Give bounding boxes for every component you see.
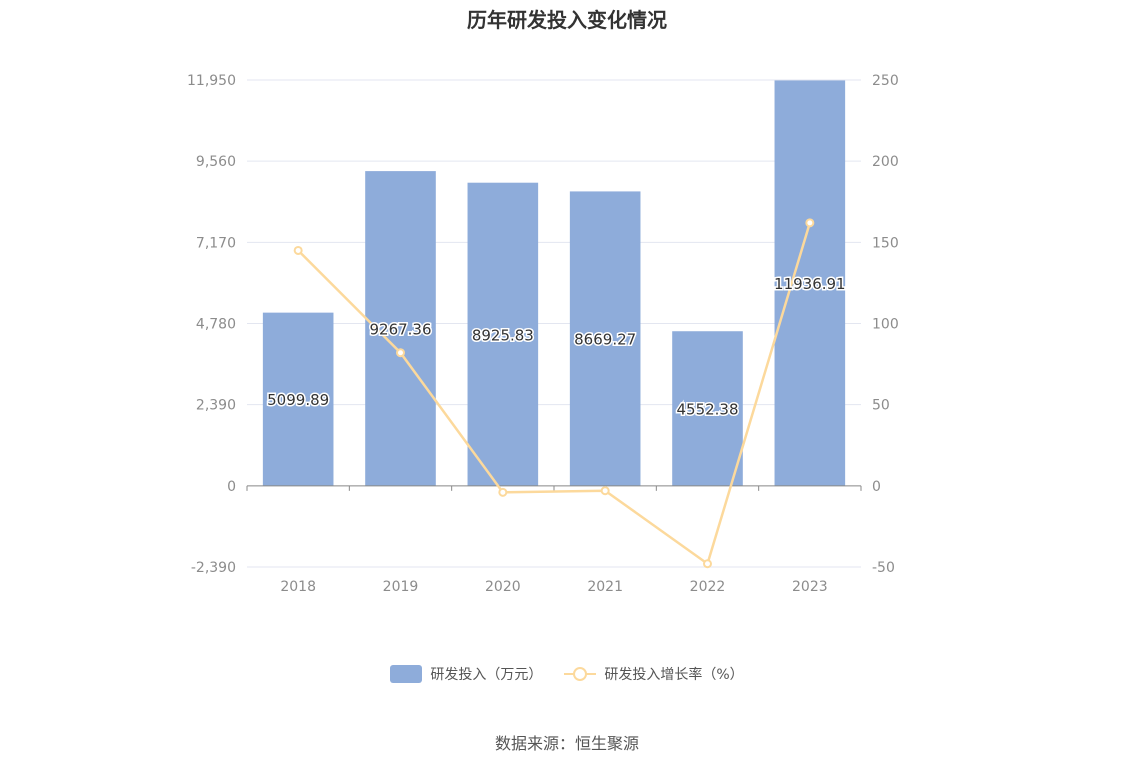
legend: 研发投入（万元） 研发投入增长率（%） [0, 664, 1134, 684]
y-axis-left: -2,390 0 2,390 4,780 7,170 9,560 11,950 [187, 73, 236, 576]
bar-value-label: 8925.83 [472, 326, 534, 344]
legend-item-line[interactable]: 研发投入增长率（%） [564, 664, 744, 684]
y-right-tick-label: 200 [872, 154, 899, 170]
bar-value-label: 8669.27 [574, 331, 636, 349]
bar-value-label: 11936.91 [774, 275, 846, 293]
growth-point [293, 245, 303, 255]
y-right-tick-label: 100 [872, 317, 899, 333]
x-tick-label: 2022 [690, 579, 726, 595]
y-axis-right: -50 0 50 100 150 200 250 [872, 73, 899, 576]
bar-data-labels: 5099.89 9267.36 8925.83 8669.27 4552.38 11936… [266, 274, 847, 420]
x-tick-label: 2020 [485, 579, 521, 595]
bar [569, 191, 641, 486]
source-note: 数据来源：恒生聚源 [494, 734, 639, 753]
bar-value-label: 5099.89 [267, 391, 329, 409]
y-left-tick-label: 11,950 [187, 73, 236, 89]
growth-point [498, 487, 508, 497]
bar [672, 331, 743, 486]
growth-point [805, 218, 815, 228]
combo-chart: 2018 2019 2020 2021 2022 2023 -2,390 0 2,390 4,7… [187, 73, 899, 595]
legend-label-bar: 研发投入（万元） [430, 667, 543, 683]
legend-swatch-bar [390, 665, 423, 683]
y-left-tick-label: 0 [227, 479, 236, 495]
y-left-tick-label: 7,170 [196, 235, 236, 251]
bar [262, 312, 334, 486]
x-axis: 2018 2019 2020 2021 2022 2023 [246, 485, 862, 595]
growth-point [600, 486, 610, 496]
growth-point [396, 348, 405, 358]
x-tick-label: 2021 [587, 579, 623, 595]
x-tick-label: 2018 [280, 579, 316, 595]
bar-value-label: 4552.38 [676, 401, 738, 419]
x-tick-label: 2023 [792, 579, 828, 595]
legend-label-line: 研发投入增长率（%） [604, 667, 744, 683]
y-right-tick-label: 0 [872, 479, 881, 495]
bar [774, 80, 846, 486]
x-tick-label: 2019 [383, 579, 419, 595]
legend-swatch-line [564, 665, 597, 683]
y-left-tick-label: 4,780 [196, 317, 236, 333]
chart-title: 历年研发投入变化情况 [467, 8, 667, 32]
y-right-tick-label: -50 [872, 560, 895, 576]
y-right-tick-label: 150 [872, 235, 899, 251]
y-right-tick-label: 50 [872, 398, 890, 414]
grid-lines [247, 79, 861, 568]
growth-line [297, 222, 812, 566]
y-right-tick-label: 250 [872, 73, 899, 89]
line-series [293, 218, 815, 569]
legend-item-bar[interactable]: 研发投入（万元） [390, 664, 542, 684]
bar-value-label: 9267.36 [369, 320, 431, 338]
y-left-tick-label: -2,390 [191, 560, 236, 576]
y-left-tick-label: 2,390 [196, 398, 236, 414]
y-left-tick-label: 9,560 [196, 154, 236, 170]
growth-point [703, 559, 712, 569]
bar [467, 182, 539, 486]
bar-series [262, 80, 846, 486]
